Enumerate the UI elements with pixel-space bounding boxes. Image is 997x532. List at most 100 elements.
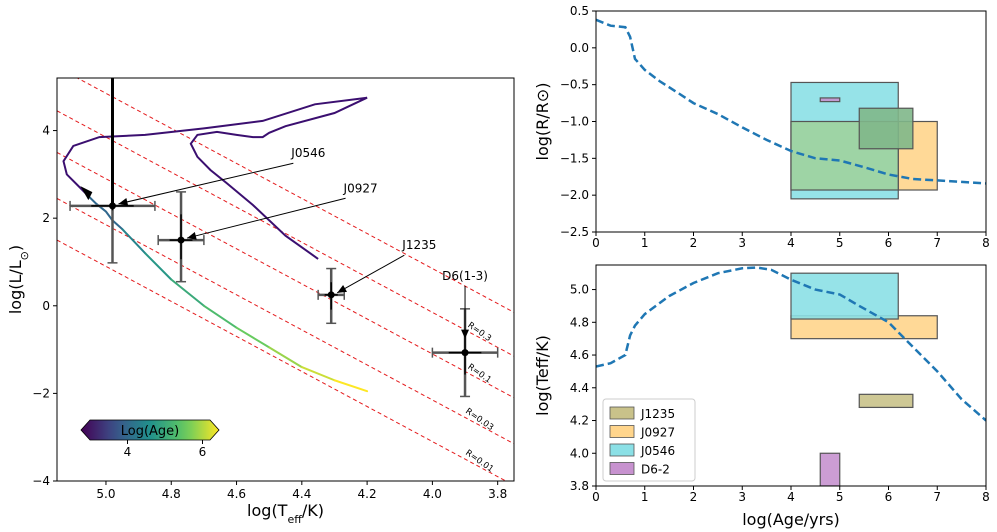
hr-x-axis-label: log(Teff/K) [247, 501, 324, 526]
track-age-segment [202, 304, 238, 329]
iso-radius-line [57, 239, 507, 481]
radius-plot-area [596, 18, 986, 200]
x-tick-label: 4.2 [358, 487, 377, 501]
x-label-tail: /K) [302, 501, 324, 520]
colorbar-tick-label: 4 [124, 445, 132, 459]
y-tick-label: −4 [32, 474, 50, 488]
y-label-tail: ) [533, 83, 552, 89]
y-tick-label: 4.8 [570, 315, 589, 329]
x-tick-label: 3.8 [488, 487, 507, 501]
y-tick-label: −2 [32, 386, 50, 400]
x-tick-label: 1 [641, 236, 649, 250]
object-point [461, 349, 469, 357]
x-tick-label: 6 [885, 490, 893, 504]
legend-label: D6-2 [641, 463, 670, 477]
x-tick-label: 2 [690, 490, 698, 504]
colorbar: Log(Age) 4 6 [80, 419, 220, 459]
x-tick-label: 7 [933, 236, 941, 250]
annotation-j0546: J0546 [290, 146, 325, 160]
x-tick-label: 4.6 [227, 487, 246, 501]
track-age-segment [300, 366, 336, 382]
iso-radius-line [57, 152, 514, 399]
track-dark [62, 96, 368, 260]
annotation-arrow-line [118, 162, 294, 205]
track-age-segment [333, 379, 369, 393]
teff-plot-area [596, 266, 986, 486]
y-tick-label: 3.8 [570, 479, 589, 493]
y-tick-label: −2.0 [560, 188, 589, 202]
x-tick-label: 3 [738, 490, 746, 504]
legend-swatch [609, 443, 635, 457]
x-tick-label: 4.8 [162, 487, 181, 501]
y-tick-label: −1.0 [560, 115, 589, 129]
x-tick-label: 4 [787, 490, 795, 504]
x-tick-label: 4.0 [423, 487, 442, 501]
colorbar-label: Log(Age) [121, 424, 180, 439]
legend: J1235 J0927 J0546 D6-2 [602, 398, 696, 482]
model-curve [596, 266, 986, 422]
track-age-segment [268, 346, 303, 369]
x-tick-label: 5 [836, 490, 844, 504]
object-point [177, 236, 185, 244]
legend-label: J0927 [640, 426, 675, 440]
y-tick-label: −2.5 [560, 225, 589, 239]
y-tick-label: 5.0 [570, 283, 589, 297]
track-age-segment [121, 228, 147, 255]
object-j0927 [157, 191, 205, 283]
solar-symbol: ⊙ [533, 89, 552, 102]
iso-radius-label: R=0.1 [465, 362, 492, 385]
x-tick-label: 0 [592, 490, 600, 504]
annotation-arrow-line [186, 197, 346, 239]
teff-y-axis-label: log(Teff/K) [533, 335, 552, 416]
x-tick-label: 8 [982, 236, 990, 250]
track-age-segment [144, 252, 173, 281]
legend-swatch [609, 462, 635, 475]
hr-y-axis-label: log(L/L⊙) [6, 245, 31, 314]
y-tick-label: −1.5 [560, 151, 589, 165]
model-curve [596, 18, 986, 185]
legend-label: J1235 [640, 407, 675, 421]
track-young [85, 193, 123, 230]
radius-y-axis-label: log(R/R⊙) [533, 83, 552, 161]
x-tick-label: 1 [641, 490, 649, 504]
track-age-segment [235, 326, 271, 349]
x-tick-label: 0 [592, 236, 600, 250]
y-tick-label: −0.5 [560, 78, 589, 92]
hr-diagram-panel: R=0.01 R=0.03 R=0.1 R=0.3 J0546 J0927 J1235 D6(… [6, 77, 515, 526]
radius-age-panel: 0 1 2 3 4 5 6 7 8 −2.5 −2.0 −1.5 −1.0 −0.5 0.0 0.5 log(R… [533, 4, 990, 250]
y-tick-label: 4.4 [570, 381, 589, 395]
teff-age-panel: 0 1 2 3 4 5 6 7 8 3.8 4.0 4.2 4.4 4.6 4.8 5.0 log(Age/yr… [533, 264, 990, 529]
x-tick-label: 5.0 [96, 487, 115, 501]
iso-radius-line [57, 110, 514, 357]
annotation-j0927: J0927 [343, 181, 378, 195]
box-d6-2 [819, 452, 841, 486]
hr-axes-frame [56, 77, 515, 482]
x-tick-label: 3 [738, 236, 746, 250]
box-d6-2 [819, 97, 841, 103]
y-tick-label: 0 [42, 299, 50, 313]
annotation-j1235: J1235 [401, 238, 436, 252]
y-tick-label: 4.6 [570, 348, 589, 362]
y-tick-label: 0.0 [570, 41, 589, 55]
solar-symbol: ⊙ [18, 251, 31, 260]
iso-radius-line [76, 78, 514, 313]
iso-radius-label: R=0.3 [465, 321, 492, 344]
colorbar-body [80, 419, 220, 441]
track-start-arrow [80, 186, 93, 201]
y-tick-label: 4.0 [570, 446, 589, 460]
y-tick-label: 4 [42, 124, 50, 138]
track-age-segment [170, 278, 205, 307]
x-tick-label: 2 [690, 236, 698, 250]
object-j1235 [317, 267, 346, 325]
legend-label: J0546 [640, 444, 675, 458]
iso-radius-label: R=0.01 [463, 448, 495, 475]
x-tick-label: 4 [787, 236, 795, 250]
object-point [327, 291, 335, 299]
box-j1235 [858, 393, 914, 409]
legend-box [602, 398, 696, 482]
legend-swatch [609, 425, 635, 438]
y-tick-label: 4.2 [570, 414, 589, 428]
x-tick-label: 4.4 [292, 487, 311, 501]
y-tick-label: 0.5 [570, 4, 589, 18]
annotation-arrow-head [187, 232, 197, 240]
